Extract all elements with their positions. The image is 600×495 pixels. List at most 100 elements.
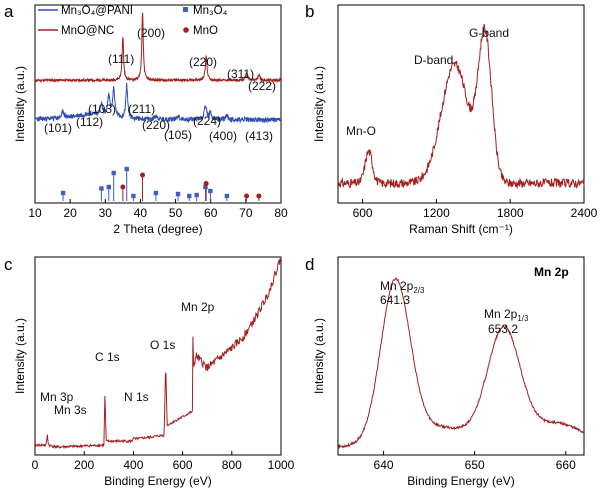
panel-d-frame [337, 256, 585, 456]
xtick-label: 1000 [268, 458, 295, 472]
xtick-label: 40 [134, 206, 148, 220]
label-mn2p-value-2: 653.2 [488, 322, 518, 336]
xtick-label: 60 [204, 206, 218, 220]
label-mn2p-sub-2: 1/3 [517, 314, 529, 323]
panel-b: b 600 1200 1800 2400 Raman Shift (cm⁻¹) Int… [305, 2, 598, 236]
reference-patterns [60, 166, 262, 201]
label-o-1s: O 1s [150, 338, 175, 352]
panel-d-xlabel: Binding Energy (eV) [407, 474, 514, 488]
panel-c-letter: c [4, 255, 13, 274]
xtick-label: 10 [28, 206, 42, 220]
idx-mn3o4-413: (413) [245, 129, 273, 143]
mn3o4-ref-marker [60, 190, 66, 196]
mn3o4-ref-marker [124, 166, 129, 172]
idx-mno-222: (222) [248, 79, 276, 93]
label-d-band: D-band [414, 53, 453, 67]
xtick-label: 200 [74, 458, 94, 472]
label-mn2p-main-1: Mn 2p2/3 [380, 279, 425, 295]
xtick-label: 0 [32, 458, 39, 472]
panel-a-frame [34, 4, 282, 204]
mn3o4-ref-marker [194, 192, 199, 198]
xtick-label: 640 [374, 458, 394, 472]
label-mn-2p: Mn 2p [181, 300, 215, 314]
raman-spectrum [337, 23, 585, 190]
panel-c-frame [34, 256, 282, 456]
panel-b-letter: b [305, 2, 314, 21]
xtick-label: 20 [63, 206, 77, 220]
panel-c-xticks: 0 200 400 600 800 1000 [32, 451, 295, 472]
panel-b-xticks: 600 1200 1800 2400 [353, 199, 598, 220]
label-mn2p-value-1: 641.3 [380, 293, 410, 307]
panel-d: d 640 650 660 Binding Energy (eV) Intensit… [305, 255, 585, 488]
xtick-label: 400 [123, 458, 143, 472]
panel-b-frame [337, 4, 585, 204]
xtick-label: 70 [239, 206, 253, 220]
label-mn2p-main-1-text: Mn 2p [380, 279, 414, 293]
idx-mn3o4-220: (220) [142, 118, 170, 132]
label-mn2p-main-2-text: Mn 2p [484, 307, 518, 321]
mn3o4-ref-marker [111, 170, 116, 176]
mn3o4-ref-marker [187, 193, 192, 199]
panel-d-letter: d [305, 255, 314, 274]
xtick-label: 1800 [497, 206, 524, 220]
legend-mno: MnO [193, 25, 218, 37]
panel-a-xticks: 10 20 30 40 50 60 70 80 [28, 199, 288, 220]
xtick-label: 1200 [423, 206, 450, 220]
xps-survey [34, 257, 282, 450]
idx-mn3o4-211: (211) [128, 102, 155, 116]
xtick-label: 660 [556, 458, 576, 472]
panel-c-xlabel: Binding Energy (eV) [104, 474, 211, 488]
legend-mno-nc: MnO@NC [61, 25, 114, 37]
label-g-band: G-band [469, 26, 509, 40]
idx-mn3o4-112: (112) [76, 115, 103, 129]
panel-b-ylabel: Intensity (a.u.) [312, 66, 326, 142]
mn2p-spectrum [337, 277, 585, 450]
mn3o4-pani-pattern [34, 82, 282, 124]
legend-marker-mn3o4 [183, 7, 188, 12]
mno-ref-marker [120, 184, 126, 190]
xtick-label: 800 [222, 458, 242, 472]
xtick-label: 600 [353, 206, 373, 220]
label-mn2p-main-2: Mn 2p1/3 [484, 307, 529, 323]
legend-mn3o4: Mn₃O₄ [193, 5, 228, 17]
mno-ref-marker [256, 193, 262, 199]
label-mn-3s: Mn 3s [54, 403, 87, 417]
mn3o4-ref-marker [208, 188, 213, 194]
panel-a-ylabel: Intensity (a.u.) [13, 66, 27, 142]
idx-mn3o4-105: (105) [164, 128, 192, 142]
xtick-label: 30 [99, 206, 113, 220]
idx-mn3o4-101: (101) [44, 121, 72, 135]
idx-mno-200: (200) [137, 26, 165, 40]
mn3o4-ref-marker [153, 190, 159, 196]
xtick-label: 80 [274, 206, 288, 220]
label-c-1s: C 1s [95, 350, 120, 364]
idx-mn3o4-224: (224) [193, 114, 221, 128]
xtick-label: 650 [465, 458, 485, 472]
mno-indices: (111) (200) (220) (311) (222) [108, 26, 276, 93]
panel-a-xlabel: 2 Theta (degree) [113, 222, 202, 236]
mno-ref-marker [244, 193, 250, 199]
idx-mno-311: (311) [227, 67, 254, 81]
legend-marker-mno [183, 27, 189, 33]
idx-mno-220: (220) [189, 55, 217, 69]
mno-ref-marker [203, 181, 209, 186]
mn3o4-indices: (101) (112) (103) (211) (220) (105) (224… [44, 102, 273, 143]
panel-d-xticks: 640 650 660 [374, 451, 576, 472]
idx-mno-111: (111) [108, 52, 134, 66]
panel-a-letter: a [4, 2, 14, 21]
xtick-label: 2400 [571, 206, 598, 220]
mn3o4-ref-marker [203, 184, 208, 190]
idx-mn3o4-103: (103) [88, 102, 116, 116]
idx-mn3o4-400: (400) [209, 129, 237, 143]
panel-a: a 10 20 30 40 50 60 70 80 2 Theta (degree) Inte… [4, 2, 288, 236]
label-mn-o: Mn-O [346, 124, 376, 138]
legend-mn3o4-pani: Mn₃O₄@PANI [61, 5, 133, 17]
mno-nc-pattern [34, 12, 282, 84]
mn3o4-ref-marker [175, 191, 181, 197]
xtick-label: 600 [173, 458, 193, 472]
panel-d-title: Mn 2p [534, 265, 569, 279]
xtick-label: 50 [169, 206, 183, 220]
panel-b-xlabel: Raman Shift (cm⁻¹) [409, 222, 513, 236]
label-mn-3p: Mn 3p [40, 390, 74, 404]
